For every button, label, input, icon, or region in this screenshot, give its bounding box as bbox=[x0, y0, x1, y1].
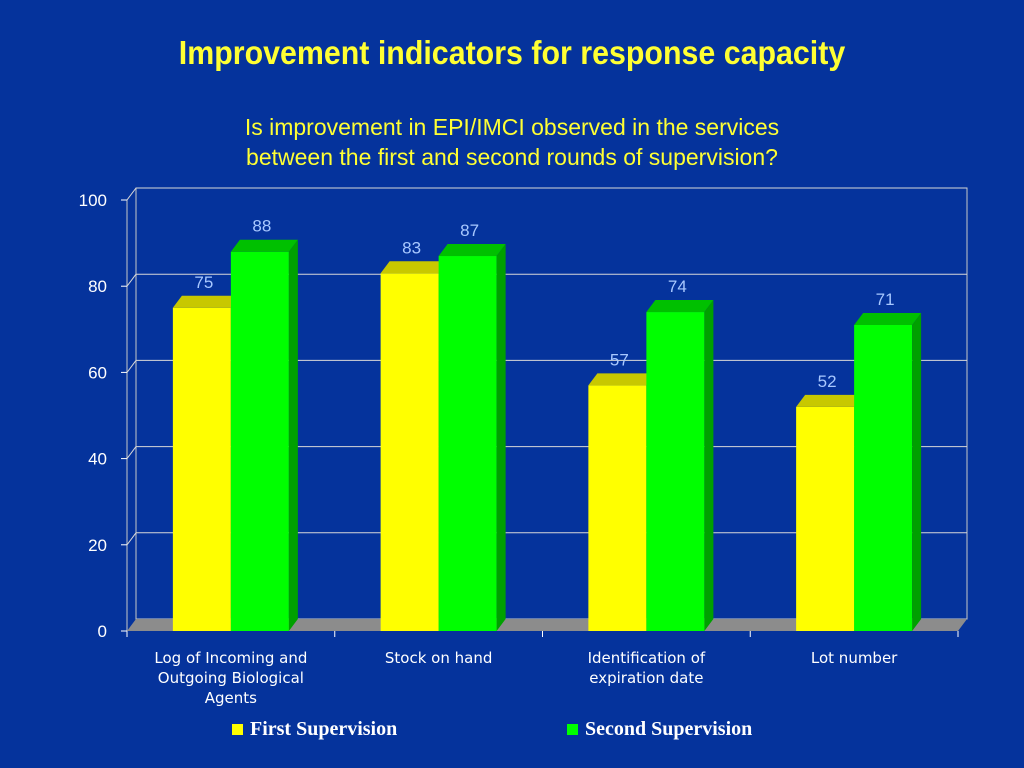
bar-side bbox=[496, 244, 506, 631]
bar-front bbox=[854, 324, 913, 631]
chart-floor bbox=[127, 619, 967, 631]
bar-front bbox=[438, 256, 497, 631]
bar-top bbox=[380, 261, 448, 274]
y-tick-label: 20 bbox=[88, 536, 107, 555]
legend-item-first: First Supervision bbox=[232, 718, 397, 741]
y-tick-label: 0 bbox=[98, 622, 107, 641]
data-label: 83 bbox=[402, 238, 421, 257]
bar-side bbox=[704, 300, 714, 631]
bar-front bbox=[380, 273, 439, 631]
x-category-label: Outgoing Biological bbox=[158, 669, 304, 687]
legend-label-first: First Supervision bbox=[250, 718, 398, 740]
bar-side bbox=[288, 239, 298, 631]
gridline-side bbox=[126, 360, 137, 373]
bar-side bbox=[912, 312, 922, 631]
chart-title: Improvement indicators for response capa… bbox=[178, 34, 846, 71]
x-category-label: Lot number bbox=[811, 649, 898, 667]
legend: First Supervision Second Supervision bbox=[0, 718, 1024, 748]
data-label: 75 bbox=[194, 273, 213, 292]
x-category-label: Agents bbox=[205, 689, 257, 707]
subtitle-line-2: between the first and second rounds of s… bbox=[246, 144, 778, 170]
chart-subtitle: Is improvement in EPI/IMCI observed in t… bbox=[0, 112, 1024, 172]
legend-item-second: Second Supervision bbox=[567, 718, 752, 741]
data-label: 52 bbox=[818, 372, 837, 391]
bar-front bbox=[646, 312, 705, 631]
bar-top bbox=[172, 295, 240, 308]
bar-top bbox=[854, 312, 922, 325]
data-label: 87 bbox=[460, 221, 479, 240]
legend-swatch-first bbox=[232, 724, 243, 735]
bar-front bbox=[172, 307, 231, 631]
bar-chart: 0 20 40 60 80 100 75 88 Log of Incoming and Outgo… bbox=[79, 187, 968, 707]
gridline-side bbox=[126, 187, 137, 201]
gridline-side bbox=[126, 273, 137, 287]
y-tick-label: 60 bbox=[88, 363, 107, 382]
x-category-label: Log of Incoming and bbox=[154, 649, 307, 667]
data-label: 71 bbox=[876, 290, 895, 309]
x-category-label: expiration date bbox=[589, 669, 703, 687]
bar-top bbox=[230, 239, 298, 252]
bar-top bbox=[588, 373, 656, 386]
bar-top bbox=[646, 300, 714, 313]
legend-label-second: Second Supervision bbox=[585, 718, 753, 740]
subtitle-line-1: Is improvement in EPI/IMCI observed in t… bbox=[244, 114, 780, 140]
y-tick-label: 40 bbox=[88, 450, 107, 469]
gridline-side bbox=[126, 446, 137, 459]
y-tick-label: 100 bbox=[79, 191, 107, 210]
data-label: 74 bbox=[668, 277, 687, 296]
gridline-side bbox=[126, 532, 137, 546]
bar-front bbox=[588, 385, 647, 631]
data-label: 88 bbox=[252, 217, 271, 236]
y-tick-label: 80 bbox=[88, 277, 107, 296]
bar-top bbox=[796, 394, 864, 407]
data-label: 57 bbox=[610, 350, 629, 369]
legend-swatch-second bbox=[567, 724, 578, 735]
bar-front bbox=[796, 406, 855, 631]
bar-top bbox=[438, 244, 506, 257]
x-category-label: Stock on hand bbox=[385, 649, 492, 667]
bar-front bbox=[230, 251, 289, 631]
x-category-label: Identification of bbox=[588, 649, 706, 667]
